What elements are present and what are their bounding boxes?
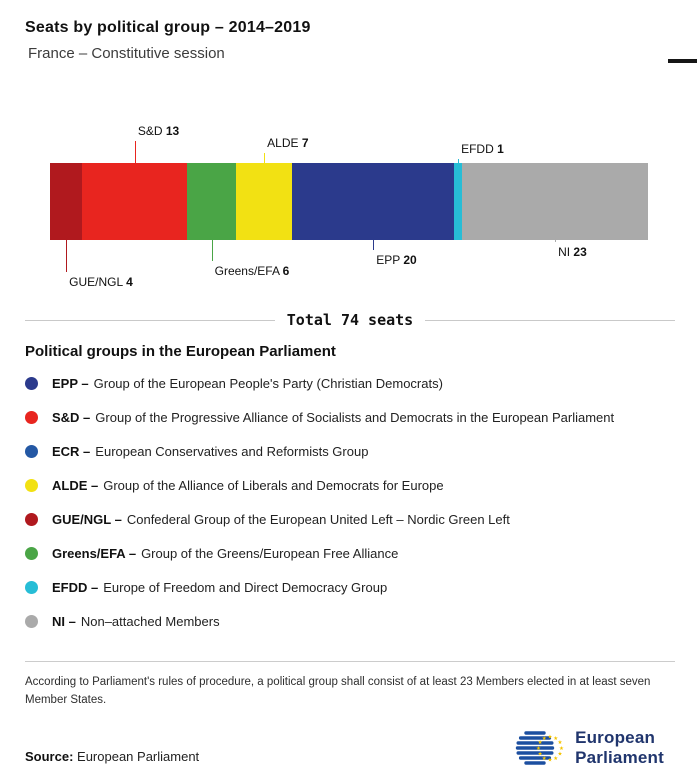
bar-segment-s-d	[82, 163, 188, 240]
legend-item-efdd: EFDD – Europe of Freedom and Direct Demo…	[25, 570, 675, 604]
total-right-rule	[425, 319, 675, 321]
greensefa-color-dot	[25, 546, 38, 560]
ep-logo-line1: European	[575, 727, 656, 747]
callouts-bottom: GUE/NGL 4 Greens/EFA 6 EPP 20 NI 23	[50, 240, 648, 295]
svg-text:★: ★	[542, 756, 547, 762]
legend-abbr: ALDE –	[52, 477, 99, 493]
bar-segment-ni	[462, 163, 648, 240]
legend-abbr: GUE/NGL –	[52, 511, 122, 527]
legend-abbr: NI –	[52, 613, 76, 629]
bar-segment-epp	[292, 163, 455, 240]
epp-color-dot	[25, 376, 38, 390]
legend-desc: Europe of Freedom and Direct Democracy G…	[103, 579, 388, 595]
sd-color-dot	[25, 410, 38, 424]
svg-text:★: ★	[548, 757, 553, 763]
svg-text:★: ★	[542, 736, 547, 742]
callout-leader-line	[555, 240, 557, 242]
bar-segment-gue-ngl	[50, 163, 83, 240]
bar-segment-greens-efa	[187, 163, 236, 240]
legend-desc: Non–attached Members	[80, 613, 220, 629]
svg-text:★: ★	[559, 746, 564, 752]
callout-label: NI 23	[558, 245, 587, 259]
page-subtitle: France – Constitutive session	[28, 45, 225, 62]
callouts-top: S&D 13 ALDE 7 EFDD 1	[50, 124, 648, 163]
legend-desc: Confederal Group of the European United …	[126, 511, 510, 527]
svg-text:★: ★	[558, 752, 563, 758]
efdd-color-dot	[25, 580, 38, 594]
legend-item-greensefa: Greens/EFA – Group of the Greens/Europea…	[25, 536, 675, 570]
callout-label: GUE/NGL 4	[69, 275, 133, 289]
callout-label: S&D 13	[137, 124, 180, 138]
legend-abbr: S&D –	[52, 409, 91, 425]
legend-item-epp: EPP – Group of the European People's Par…	[25, 366, 675, 400]
legend-item-alde: ALDE – Group of the Alliance of Liberals…	[25, 468, 675, 502]
footnote-divider	[25, 661, 675, 662]
ep-logo-wordmark: European Parliament	[575, 728, 664, 769]
legend-item-sd: S&D – Group of the Progressive Alliance …	[25, 400, 675, 434]
total-seats-row: Total 74 seats	[25, 311, 675, 329]
guengl-color-dot	[25, 512, 38, 526]
total-seats-label: Total 74 seats	[286, 311, 414, 329]
callout-label: EFDD 1	[461, 142, 504, 156]
callout-label: ALDE 7	[267, 136, 309, 150]
callout-leader-line	[264, 153, 266, 163]
ecr-color-dot	[25, 444, 38, 458]
callout-label: Greens/EFA 6	[214, 264, 290, 278]
svg-text:★: ★	[553, 736, 558, 742]
ni-color-dot	[25, 614, 38, 628]
source-line: Source: European Parliament	[25, 749, 199, 764]
callout-leader-line	[211, 240, 213, 261]
legend-item-ecr: ECR – European Conservatives and Reformi…	[25, 434, 675, 468]
callout-leader-line	[134, 141, 136, 163]
stacked-bar	[50, 163, 648, 240]
svg-text:★: ★	[538, 740, 543, 746]
legend-desc: Group of the Greens/European Free Allian…	[141, 545, 399, 561]
legend-desc: Group of the European People's Party (Ch…	[93, 375, 443, 391]
callout-leader-line	[373, 240, 375, 250]
seats-chart: S&D 13 ALDE 7 EFDD 1 GUE/NGL 4 Greens/EFA 6…	[50, 124, 648, 295]
callout-label: EPP 20	[376, 253, 417, 267]
bar-segment-efdd	[454, 163, 463, 240]
legend-abbr: EPP –	[52, 375, 89, 391]
source-text: European Parliament	[77, 749, 200, 764]
top-right-rule	[668, 59, 697, 63]
bar-segment-alde	[235, 163, 293, 240]
alde-color-dot	[25, 478, 38, 492]
ep-logo-line2: Parliament	[575, 748, 664, 767]
legend-abbr: Greens/EFA –	[52, 545, 137, 561]
svg-text:★: ★	[548, 734, 553, 740]
legend-desc: Group of the Alliance of Liberals and De…	[103, 477, 444, 493]
page-title: Seats by political group – 2014–2019	[25, 19, 311, 36]
european-parliament-logo: ★ ★ ★ ★ ★ ★ ★ ★ ★ ★ ★ ★ European Parliam…	[514, 726, 664, 770]
legend-item-ni: NI – Non–attached Members	[25, 604, 675, 638]
legend-item-guengl: GUE/NGL – Confederal Group of the Europe…	[25, 502, 675, 536]
source-label: Source:	[25, 749, 74, 764]
legend-heading: Political groups in the European Parliam…	[25, 343, 336, 360]
legend-abbr: EFDD –	[52, 579, 99, 595]
svg-text:★: ★	[553, 756, 558, 762]
legend-list: EPP – Group of the European People's Par…	[25, 366, 675, 638]
svg-text:★: ★	[538, 752, 543, 758]
ep-hemicycle-stars-icon: ★ ★ ★ ★ ★ ★ ★ ★ ★ ★ ★ ★	[515, 731, 564, 765]
callout-leader-line	[66, 240, 68, 272]
callout-leader-line	[458, 159, 460, 163]
svg-text:★: ★	[536, 746, 541, 752]
legend-desc: Group of the Progressive Alliance of Soc…	[95, 409, 615, 425]
svg-text:★: ★	[558, 740, 563, 746]
footnote: According to Parliament's rules of proce…	[25, 676, 651, 707]
total-left-rule	[25, 319, 275, 321]
legend-abbr: ECR –	[52, 443, 91, 459]
legend-desc: European Conservatives and Reformists Gr…	[95, 443, 369, 459]
